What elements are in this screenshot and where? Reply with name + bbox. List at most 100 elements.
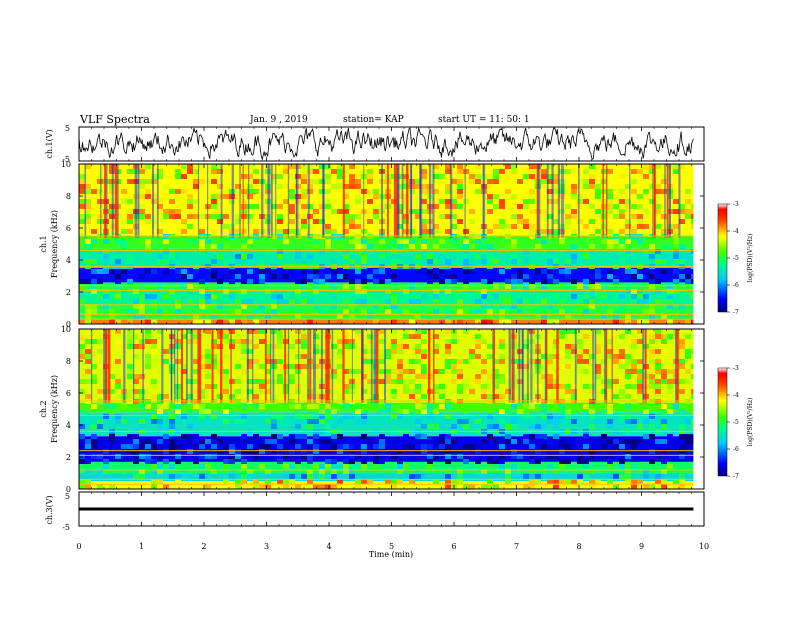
spectral-cell	[601, 304, 607, 309]
spectral-cell	[445, 374, 451, 379]
spectral-cell	[649, 354, 655, 359]
sferic-streak	[669, 164, 671, 238]
spectral-cell	[385, 419, 391, 424]
spectral-cell	[79, 354, 85, 359]
spectral-cell	[151, 219, 157, 224]
spectral-cell	[199, 244, 205, 249]
spectral-cell	[385, 279, 391, 284]
ch3-ytick-top: 5	[65, 492, 70, 501]
spectral-cell	[445, 189, 451, 194]
spectral-cell	[673, 169, 679, 174]
sferic-streak	[103, 329, 106, 403]
spectral-cell	[247, 444, 253, 449]
spectral-cell	[541, 284, 547, 289]
spectral-cell	[487, 174, 493, 179]
spectral-cell	[487, 424, 493, 429]
spectral-cell	[421, 344, 427, 349]
spectral-cell	[253, 189, 259, 194]
spectral-cell	[223, 334, 229, 339]
spectral-cell	[457, 204, 463, 209]
sferic-streak	[107, 329, 111, 403]
spectral-cell	[415, 254, 421, 259]
spectral-cell	[181, 334, 187, 339]
spectral-cell	[409, 289, 415, 294]
spectral-cell	[151, 269, 157, 274]
spectral-cell	[451, 364, 457, 369]
spectral-cell	[343, 194, 349, 199]
spectral-cell	[307, 414, 313, 419]
spectral-cell	[337, 479, 343, 484]
spectral-cell	[91, 314, 97, 319]
spectral-cell	[145, 329, 151, 334]
sferic-streak	[176, 329, 179, 403]
spectral-cell	[637, 424, 643, 429]
spectral-cell	[271, 294, 277, 299]
spectral-cell	[91, 424, 97, 429]
spectral-cell	[331, 199, 337, 204]
spectral-cell	[571, 479, 577, 484]
spectral-band	[79, 473, 694, 481]
spectral-cell	[691, 184, 694, 189]
spectral-cell	[133, 334, 139, 339]
spectral-cell	[445, 214, 451, 219]
spectral-cell	[673, 199, 679, 204]
spectral-cell	[235, 389, 241, 394]
spectral-cell	[529, 289, 535, 294]
spectral-cell	[433, 349, 439, 354]
spectral-cell	[571, 289, 577, 294]
spectral-cell	[385, 409, 391, 414]
spectral-cell	[607, 359, 613, 364]
spectral-cell	[211, 444, 217, 449]
spectral-cell	[547, 374, 553, 379]
y-tick-label: 6	[66, 224, 71, 233]
spectral-cell	[469, 344, 475, 349]
spectral-cell	[487, 479, 493, 484]
spectral-cell	[655, 389, 661, 394]
spectral-cell	[361, 299, 367, 304]
spectral-cell	[595, 194, 601, 199]
spectral-cell	[169, 289, 175, 294]
spectral-cell	[175, 269, 181, 274]
spectral-cell	[151, 344, 157, 349]
spectral-cell	[109, 319, 115, 324]
spectral-cell	[559, 284, 565, 289]
spectral-cell	[319, 439, 325, 444]
spectral-cell	[535, 479, 541, 484]
spectral-cell	[127, 434, 133, 439]
spectral-cell	[97, 279, 103, 284]
spectral-cell	[367, 334, 373, 339]
spectral-cell	[451, 469, 457, 474]
spectral-cell	[403, 329, 409, 334]
spectral-cell	[511, 469, 517, 474]
spectral-cell	[193, 359, 199, 364]
spectral-cell	[319, 414, 325, 419]
spectral-cell	[595, 369, 601, 374]
spectral-cell	[637, 169, 643, 174]
spectral-cell	[103, 404, 109, 409]
spectral-cell	[637, 339, 643, 344]
spectral-cell	[163, 434, 169, 439]
spectral-cell	[625, 394, 631, 399]
spectral-cell	[661, 409, 667, 414]
spectral-cell	[439, 484, 445, 489]
spectral-cell	[313, 349, 319, 354]
spectral-cell	[97, 174, 103, 179]
spectral-cell	[325, 484, 331, 489]
spectral-cell	[355, 279, 361, 284]
spectral-cell	[619, 209, 625, 214]
spectral-cell	[151, 339, 157, 344]
spectral-cell	[559, 329, 565, 334]
spectral-cell	[667, 464, 673, 469]
spectral-cell	[565, 314, 571, 319]
spectral-cell	[247, 359, 253, 364]
spectral-cell	[295, 414, 301, 419]
spectral-cell	[577, 474, 583, 479]
spectral-cell	[145, 219, 151, 224]
y-tick-label: 4	[66, 421, 71, 430]
spectral-cell	[577, 359, 583, 364]
spectral-cell	[259, 309, 265, 314]
spectral-band	[79, 461, 694, 473]
spectral-cell	[625, 289, 631, 294]
spectral-cell	[103, 254, 109, 259]
